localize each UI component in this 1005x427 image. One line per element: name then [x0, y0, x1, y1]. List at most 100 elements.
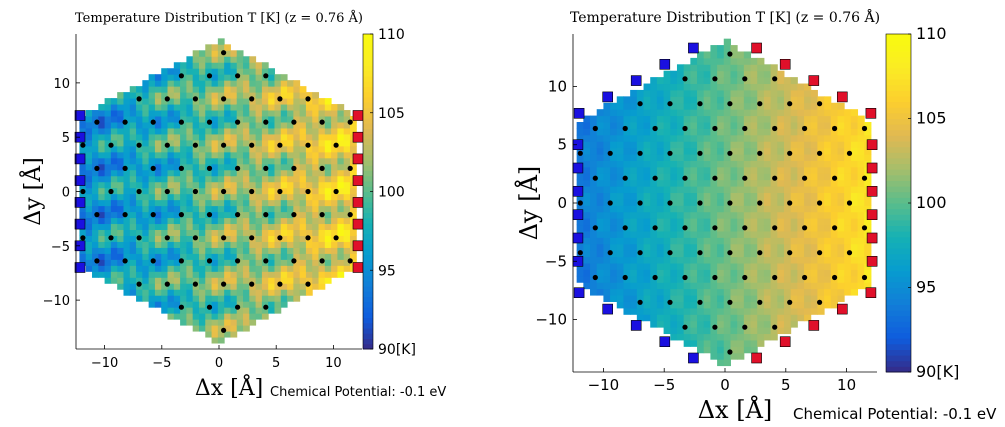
heat-cell	[129, 205, 137, 213]
heat-cell	[783, 160, 792, 168]
heat-cell	[224, 253, 231, 260]
heat-cell	[717, 141, 725, 149]
heat-cell	[236, 145, 244, 153]
heat-cell	[670, 179, 678, 187]
heat-cell	[324, 247, 332, 254]
heat-cell	[717, 352, 725, 360]
heat-cell	[255, 301, 263, 308]
atom-dot	[861, 175, 868, 181]
heat-cell	[205, 98, 213, 105]
atom-dot	[832, 225, 838, 231]
heat-cell	[804, 186, 812, 194]
heat-cell	[312, 145, 320, 153]
heat-cell	[167, 145, 175, 153]
heat-cell	[857, 198, 865, 206]
colorbar-segment	[363, 270, 373, 276]
heat-cell	[180, 175, 187, 183]
heat-cell	[737, 134, 745, 142]
heat-cell	[697, 160, 705, 168]
atom-dot	[712, 274, 718, 281]
heat-cell	[211, 289, 219, 296]
heat-cell	[636, 122, 645, 129]
heat-cell	[850, 269, 859, 277]
heat-cell	[676, 102, 685, 110]
heat-cell	[824, 301, 832, 309]
heat-cell	[243, 211, 250, 219]
heat-cell	[770, 96, 778, 104]
heat-cell	[763, 134, 772, 142]
atom-dot	[206, 258, 213, 264]
atom-dot	[652, 225, 658, 231]
heat-cell	[670, 243, 678, 251]
heat-cell	[717, 339, 725, 347]
heat-cell	[610, 288, 618, 296]
heat-cell	[180, 235, 187, 242]
heat-cell	[703, 57, 711, 65]
heat-cell	[236, 56, 244, 63]
heat-cell	[576, 122, 584, 129]
heat-cell	[844, 173, 852, 181]
heat-cell	[690, 275, 698, 283]
heat-cell	[136, 277, 143, 284]
heat-cell	[293, 271, 301, 278]
heat-cell	[129, 139, 137, 147]
colorbar-segment	[363, 123, 373, 129]
heat-cell	[676, 269, 685, 277]
heat-cell	[192, 193, 200, 201]
heat-cell	[844, 128, 852, 136]
heat-cell	[616, 179, 624, 187]
atom-dot	[697, 250, 703, 256]
heat-cell	[777, 282, 785, 290]
heat-cell	[268, 127, 275, 135]
heat-cell	[857, 154, 865, 161]
heat-cell	[154, 163, 162, 171]
lead-right-square	[352, 131, 364, 143]
heat-cell	[305, 277, 313, 284]
heat-cell	[287, 289, 294, 296]
heat-cell	[274, 217, 282, 225]
lead-left-square	[74, 110, 86, 121]
heat-cell	[844, 109, 852, 117]
heat-cell	[723, 173, 731, 181]
heat-cell	[104, 151, 112, 159]
heat-cell	[636, 192, 645, 200]
heat-cell	[723, 307, 731, 315]
heat-cell	[810, 173, 818, 181]
colorbar-segment	[363, 81, 373, 87]
colorbar-segment	[363, 202, 373, 208]
heat-cell	[723, 339, 731, 347]
heat-cell	[186, 145, 194, 153]
heat-cell	[186, 295, 194, 302]
heat-cell	[804, 154, 812, 161]
heat-cell	[142, 80, 150, 87]
heat-cell	[148, 199, 156, 207]
heat-cell	[777, 327, 785, 335]
heat-cell	[117, 139, 124, 147]
heat-cell	[650, 128, 658, 136]
heat-cell	[104, 121, 112, 129]
heat-cell	[180, 205, 187, 213]
heat-cell	[783, 295, 792, 302]
lead-right-square	[866, 255, 878, 267]
heat-cell	[274, 193, 282, 201]
heat-cell	[217, 205, 225, 213]
heat-cell	[690, 109, 698, 117]
heat-cell	[656, 237, 665, 245]
heat-cell	[230, 289, 238, 296]
heat-cell	[198, 181, 206, 189]
heat-cell	[148, 104, 156, 111]
heat-cell	[656, 147, 665, 155]
heat-cell	[663, 256, 671, 264]
heat-cell	[717, 275, 725, 283]
heat-cell	[583, 186, 591, 194]
heat-cell	[337, 157, 345, 165]
heat-cell	[255, 68, 263, 75]
heat-cell	[737, 128, 745, 136]
atom-dot	[319, 119, 325, 125]
heat-cell	[217, 121, 225, 129]
heat-cell	[117, 223, 124, 231]
heat-cell	[205, 313, 213, 320]
heat-cell	[173, 241, 181, 248]
heat-cell	[623, 141, 631, 149]
heat-cell	[173, 127, 181, 135]
